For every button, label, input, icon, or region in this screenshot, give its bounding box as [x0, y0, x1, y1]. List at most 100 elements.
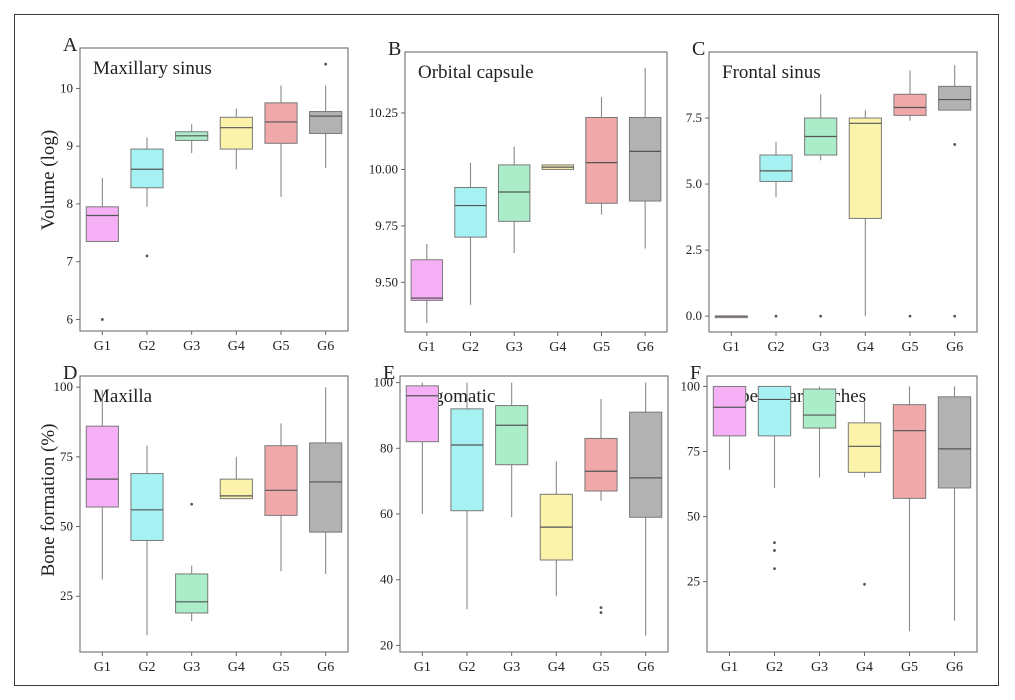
panel-a-outlier-g1	[100, 318, 104, 321]
panel-d-box-g3	[175, 573, 209, 614]
panel-f-box-g3	[802, 388, 837, 429]
panel-e-y-tick-label: 40	[380, 572, 393, 587]
panel-e-box-g2	[450, 408, 484, 512]
panel-c-y-tick-label: 0.0	[686, 308, 702, 323]
panel-f-box-g2	[757, 385, 792, 437]
panel-d-x-tick-label: G6	[317, 660, 334, 675]
panel-f-outlier-g2	[773, 541, 776, 545]
panel-f-box-g5	[892, 404, 927, 499]
panel-d-box-g1	[85, 425, 119, 508]
panel-f-outlier-g2	[773, 567, 776, 571]
panel-d-box-g4	[219, 478, 253, 500]
panel-e-letter: E	[383, 362, 395, 384]
panel-a-box-g4	[219, 116, 253, 150]
panel-b-x-tick-label: G2	[462, 340, 479, 355]
panel-c-y-tick-label: 2.5	[686, 242, 702, 257]
panel-f-x-tick-label: G3	[811, 660, 828, 675]
panel-e-x-tick-label: G4	[548, 660, 565, 675]
panel-e-x-tick-label: G5	[592, 660, 609, 675]
panel-a-y-tick-label: 8	[67, 196, 74, 211]
panel-d-box-g6	[309, 442, 343, 533]
panel-c-outlier-g3	[819, 314, 823, 318]
y-axis-label-bone-formation: Bone formation (%)	[38, 423, 59, 576]
panel-b-y-tick-label: 10.25	[369, 105, 398, 120]
panel-c-box-g4	[848, 117, 882, 219]
panel-d-y-tick-label: 75	[60, 449, 73, 464]
panel-c-box-g6	[938, 85, 972, 111]
panel-d-title: Maxilla	[93, 386, 153, 407]
panel-f-x-tick-label: G6	[946, 660, 963, 675]
panel-a-x-tick-label: G1	[94, 339, 111, 354]
panel-f-x-tick-label: G2	[766, 660, 783, 675]
panel-f-y-tick-label: 50	[687, 509, 700, 524]
panel-c-outlier-g6	[953, 314, 957, 318]
panel-a-x-tick-label: G6	[317, 339, 334, 354]
panel-c-x-tick-label: G1	[723, 340, 740, 355]
panel-f-x-tick-label: G5	[901, 660, 918, 675]
panel-d-letter: D	[63, 362, 77, 384]
panel-f-y-tick-label: 75	[687, 444, 700, 459]
panel-c-y-tick-label: 7.5	[686, 110, 702, 125]
panel-d-outlier-g3	[190, 502, 194, 506]
panel-e-box-g5	[584, 437, 618, 492]
panel-c-outlier-g6	[953, 143, 957, 146]
panel-a-y-tick-label: 6	[67, 311, 74, 326]
panel-e-x-tick-label: G1	[414, 660, 431, 675]
panel-e-box-g1	[405, 385, 439, 443]
panel-a-box-g5	[264, 102, 298, 144]
panel-d-x-tick-label: G5	[272, 660, 289, 675]
panel-d-x-tick-label: G3	[183, 660, 200, 675]
panel-c-outlier-g5	[908, 314, 912, 318]
panel-d-box-g5	[264, 445, 298, 516]
panel-c-y-tick-label: 5.0	[686, 176, 702, 191]
panel-a-letter: A	[63, 34, 78, 56]
panel-c-title: Frontal sinus	[722, 62, 821, 83]
panel-e-box-g3	[495, 405, 529, 466]
panel-e-y-tick-label: 100	[374, 375, 394, 390]
panel-c-x-tick-label: G6	[946, 340, 963, 355]
panel-f-outlier-g4	[863, 582, 866, 586]
panel-f-y-tick-label: 100	[681, 378, 701, 393]
panel-f-outlier-g2	[773, 549, 776, 552]
panel-d-box-g2	[130, 473, 164, 541]
panel-f-x-tick-label: G1	[721, 660, 738, 675]
panel-c-x-tick-label: G5	[901, 340, 918, 355]
panel-b-x-tick-label: G6	[637, 340, 654, 355]
panel-e-x-tick-label: G2	[458, 660, 475, 675]
panel-b-y-tick-label: 9.50	[375, 274, 398, 289]
panel-b-x-tick-label: G4	[549, 340, 566, 355]
panel-f-y-tick-label: 25	[687, 574, 700, 589]
panel-d-x-tick-label: G2	[138, 660, 155, 675]
panel-c-x-tick-label: G4	[857, 340, 874, 355]
panel-f-plot-area	[706, 375, 978, 653]
panel-f-box-g4	[847, 422, 882, 473]
panel-f-letter: F	[690, 362, 701, 384]
panel-b-letter: B	[388, 38, 401, 60]
panel-c-letter: C	[692, 38, 705, 60]
panel-a-box-g6	[309, 111, 343, 134]
panel-b-box-g5	[585, 116, 618, 204]
panel-a-x-tick-label: G3	[183, 339, 200, 354]
panel-b-box-g3	[497, 164, 531, 222]
panel-c-x-tick-label: G3	[812, 340, 829, 355]
panel-b-y-tick-label: 10.00	[369, 161, 398, 176]
panel-e-outlier-g5	[599, 606, 603, 610]
panel-a-y-tick-label: 10	[60, 80, 73, 95]
panel-b-box-g2	[454, 186, 487, 238]
panel-a-outlier-g2	[145, 254, 149, 258]
panel-e-y-tick-label: 20	[380, 637, 393, 652]
panel-a-x-tick-label: G4	[228, 339, 245, 354]
panel-d-y-tick-label: 50	[60, 519, 73, 534]
panel-d-y-tick-label: 100	[54, 379, 74, 394]
panel-e-x-tick-label: G6	[637, 660, 654, 675]
panel-f-x-tick-label: G4	[856, 660, 873, 675]
panel-d-plot-area	[79, 375, 349, 653]
panel-a-x-tick-label: G5	[272, 339, 289, 354]
panel-b-box-g6	[628, 116, 662, 202]
panel-b-plot-area	[404, 51, 668, 333]
panel-b-x-tick-label: G3	[506, 340, 523, 355]
panel-e-x-tick-label: G3	[503, 660, 520, 675]
panel-c-plot-area	[708, 51, 978, 333]
panel-d-x-tick-label: G1	[94, 660, 111, 675]
